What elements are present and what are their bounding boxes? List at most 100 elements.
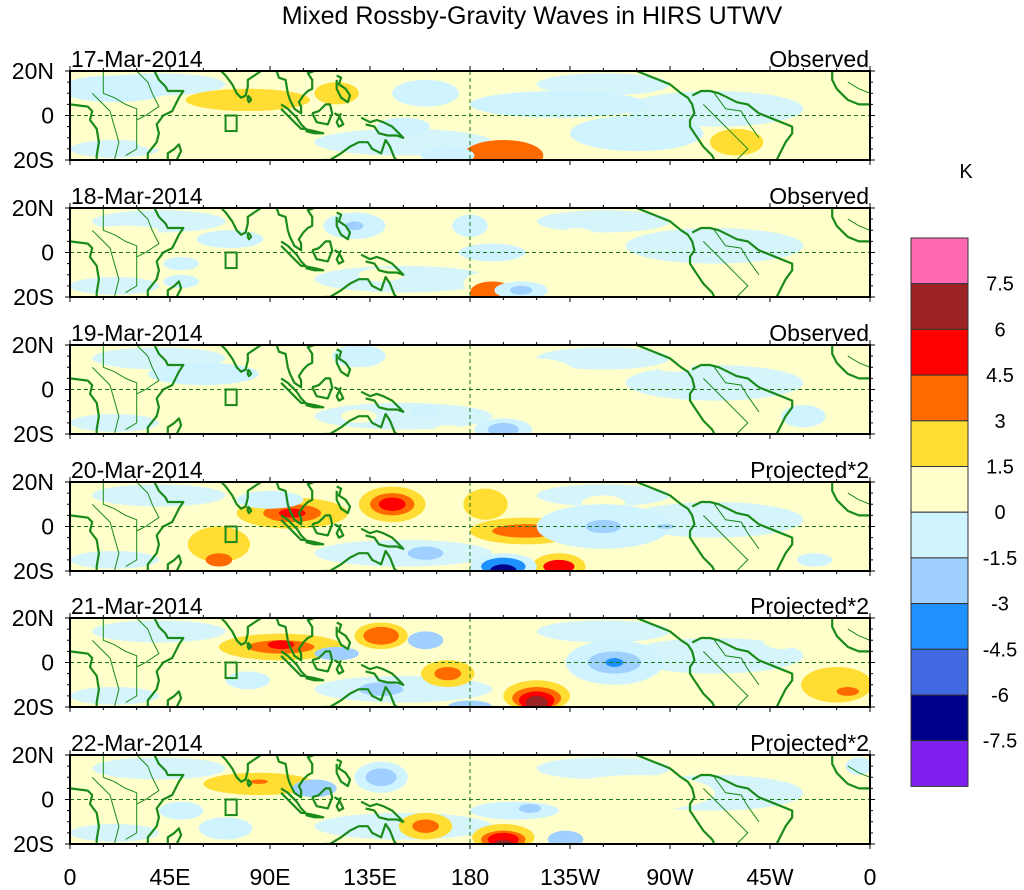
positive-anomaly-contour: [803, 817, 848, 836]
map-panel: 20N 0 20S 18-Mar-2014 Observed: [12, 183, 875, 310]
negative-anomaly-contour: [198, 817, 253, 840]
colorbar-level-label: -7.5: [983, 731, 1017, 753]
coastline: [311, 240, 334, 263]
coastline: [360, 663, 405, 686]
negative-anomaly-contour: [163, 256, 199, 271]
positive-anomaly-contour: [187, 526, 250, 563]
map-panel: 20N 0 20S 21-Mar-2014 Projected*2: [12, 593, 875, 720]
coastline: [166, 280, 183, 297]
negative-anomaly-contour: [365, 768, 397, 787]
y-tick-label: 0: [41, 240, 54, 266]
negative-anomaly-contour: [196, 230, 264, 249]
country-border: [702, 651, 749, 707]
y-tick-label: 20S: [13, 421, 54, 447]
coastline: [335, 485, 352, 515]
coastline: [303, 401, 325, 409]
country-border: [91, 92, 120, 160]
country-border: [136, 208, 160, 258]
positive-anomaly-contour: [487, 832, 519, 844]
country-border: [713, 230, 760, 276]
negative-anomaly-contour: [605, 658, 624, 667]
anomaly-contour-light: [625, 228, 804, 264]
coastline: [166, 417, 183, 434]
positive-anomaly-contour: [525, 695, 548, 707]
coastline: [360, 116, 405, 139]
coastline: [335, 211, 352, 241]
anomaly-contour-light: [314, 402, 493, 430]
anomaly-contour-light: [625, 502, 804, 538]
y-tick-label: 20S: [13, 284, 54, 310]
coastline: [275, 345, 315, 389]
panels-group: 20N 0 20S 17-Mar-2014 Observed 20N 0 20S 18-Mar-…: [12, 46, 875, 857]
colorbar-swatch: [910, 694, 969, 742]
positive-anomaly-contour: [558, 775, 715, 811]
colorbar-swatch: [910, 420, 969, 467]
y-tick-label: 20S: [13, 831, 54, 857]
anomaly-contour-light: [536, 347, 670, 370]
coastline: [275, 755, 315, 799]
positive-anomaly-contour: [363, 626, 399, 645]
map-panel: 20N 0 20S 20-Mar-2014 Projected*2: [12, 457, 875, 584]
positive-anomaly-contour: [821, 482, 870, 505]
country-border: [847, 81, 870, 94]
positive-anomaly-contour: [125, 673, 162, 687]
negative-anomaly-contour: [147, 362, 259, 386]
coastline: [70, 514, 100, 571]
country-border: [847, 218, 870, 231]
negative-anomaly-contour: [570, 115, 704, 152]
coastline: [691, 89, 794, 160]
coastline: [220, 208, 262, 236]
country-border: [702, 104, 749, 160]
anomaly-contour-light: [314, 265, 493, 293]
coastline: [360, 390, 405, 413]
colorbar-level-label: -3: [991, 594, 1009, 616]
coastline: [323, 822, 398, 844]
y-tick-label: 20N: [12, 742, 54, 768]
x-tick-label: 90W: [646, 864, 694, 890]
coastline: [636, 755, 716, 844]
negative-anomaly-contour: [490, 564, 517, 571]
country-border: [102, 71, 138, 157]
anomaly-contour-light: [625, 365, 804, 401]
coastline: [303, 674, 325, 682]
negative-anomaly-contour: [392, 79, 459, 107]
panel-date-label: 22-Mar-2014: [71, 730, 203, 756]
positive-anomaly-contour: [434, 666, 462, 681]
negative-anomaly-contour: [292, 779, 337, 798]
positive-anomaly-contour: [205, 553, 233, 567]
negative-anomaly-contour: [407, 546, 444, 560]
country-border: [102, 345, 138, 431]
coastline: [311, 787, 334, 810]
country-border: [713, 777, 760, 823]
y-tick-label: 0: [41, 514, 54, 540]
map-panel: 20N 0 20S 19-Mar-2014 Observed: [12, 320, 875, 447]
colorbar-level-label: 4.5: [986, 365, 1014, 387]
anomaly-contour-light: [92, 757, 226, 780]
coastline: [323, 412, 398, 434]
map-panel: 20N 0 20S 22-Mar-2014 Projected*2: [12, 730, 875, 857]
coastline: [323, 685, 398, 707]
y-tick-label: 0: [41, 377, 54, 403]
coastline: [360, 800, 405, 823]
coastline: [311, 514, 334, 537]
y-tick-label: 0: [41, 650, 54, 676]
coastline: [146, 755, 185, 844]
anomaly-contour-light: [536, 757, 670, 780]
country-border: [713, 504, 760, 550]
country-border: [847, 492, 870, 505]
y-tick-label: 20N: [12, 58, 54, 84]
coastline: [691, 500, 794, 571]
panel-date-label: 19-Mar-2014: [71, 320, 203, 346]
country-border: [102, 755, 138, 840]
coastline: [691, 636, 794, 707]
y-tick-label: 20S: [13, 147, 54, 173]
country-border: [847, 765, 870, 778]
x-tick-label: 0: [864, 864, 877, 890]
coastline: [636, 482, 716, 571]
panel-date-label: 17-Mar-2014: [71, 46, 203, 72]
positive-anomaly-contour: [543, 559, 575, 571]
panel-kind-label: Projected*2: [750, 730, 869, 756]
coastline: [335, 348, 352, 378]
coastline: [303, 264, 325, 272]
